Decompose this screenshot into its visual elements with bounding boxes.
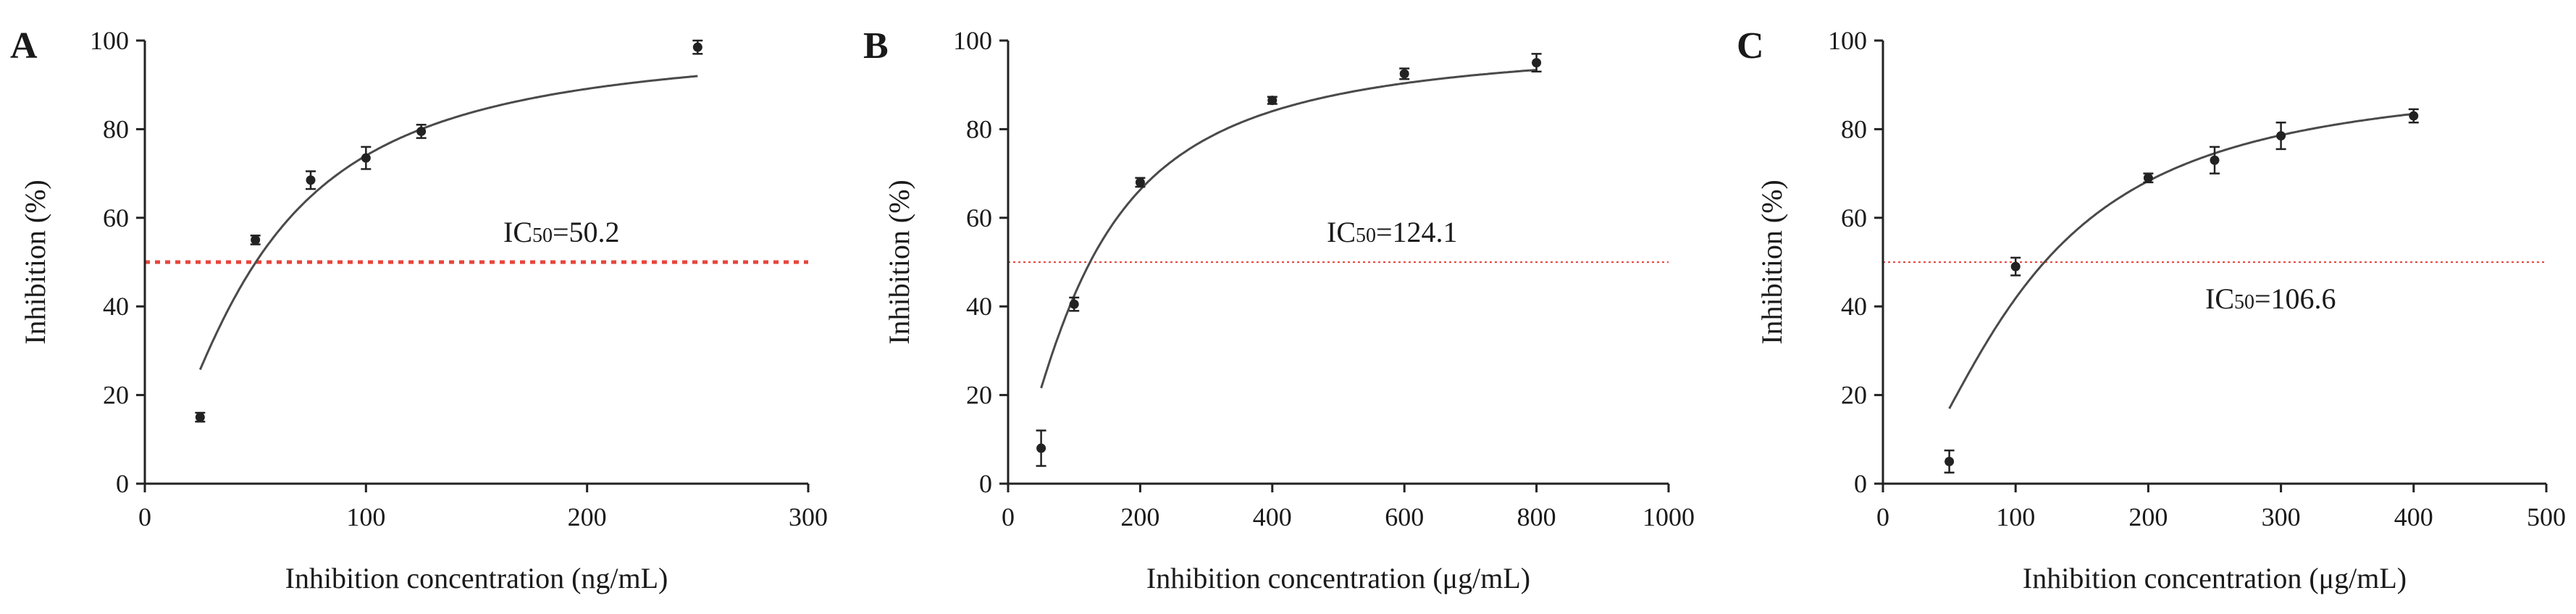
data-point — [692, 42, 702, 52]
data-point — [416, 126, 427, 136]
data-point — [1532, 58, 1542, 68]
x-axis-label: Inhibition concentration (μg/mL) — [1146, 562, 1530, 594]
panel-a: A 0 20 40 60 80 100 0 100 200 300 IC50=50.2 Inhib… — [10, 25, 828, 594]
data-point — [1069, 299, 1079, 309]
y-axis-label: Inhibition (%) — [883, 180, 915, 345]
x-tick-label: 0 — [138, 502, 151, 531]
y-tick-label: 80 — [1841, 114, 1867, 143]
panel-letter: C — [1737, 25, 1764, 67]
panel-c: C 0 20 40 60 80 100 0 100 200 300 400 500 IC50=106.… — [1737, 25, 2566, 594]
y-tick-label: 60 — [103, 203, 129, 232]
data-point — [1135, 177, 1145, 188]
panel-letter: A — [10, 25, 38, 67]
data-point — [1036, 443, 1046, 453]
y-tick-label: 20 — [1841, 381, 1867, 410]
x-tick-label: 100 — [1996, 502, 2035, 531]
data-point — [1944, 456, 1955, 466]
data-point — [2143, 173, 2153, 183]
panel-letter: B — [863, 25, 889, 67]
y-axis-label: Inhibition (%) — [19, 180, 51, 345]
y-tick-label: 80 — [966, 114, 992, 143]
ic50-label: IC50=50.2 — [503, 216, 620, 248]
ic50-label: IC50=124.1 — [1327, 216, 1458, 248]
x-tick-label: 200 — [2128, 502, 2168, 531]
ic50-label: IC50=106.6 — [2205, 282, 2336, 315]
data-point — [2010, 261, 2021, 272]
y-tick-label: 40 — [966, 292, 992, 321]
y-axis-label: Inhibition (%) — [1755, 180, 1788, 345]
data-point — [1267, 96, 1277, 106]
y-tick-label: 100 — [90, 26, 129, 55]
y-tick-label: 20 — [966, 381, 992, 410]
data-point — [2210, 155, 2220, 165]
x-tick-label: 100 — [346, 502, 385, 531]
data-point — [195, 412, 205, 422]
y-tick-label: 100 — [953, 26, 992, 55]
y-tick-label: 0 — [116, 469, 129, 498]
x-tick-label: 300 — [789, 502, 828, 531]
x-tick-label: 400 — [2394, 502, 2433, 531]
x-tick-label: 600 — [1385, 502, 1424, 531]
x-tick-label: 400 — [1253, 502, 1292, 531]
y-tick-label: 60 — [1841, 203, 1867, 232]
y-tick-label: 0 — [1854, 469, 1867, 498]
y-tick-label: 20 — [103, 381, 129, 410]
y-tick-label: 0 — [979, 469, 992, 498]
x-tick-label: 200 — [1120, 502, 1159, 531]
x-axis-label: Inhibition concentration (ng/mL) — [285, 562, 668, 594]
y-tick-label: 40 — [103, 292, 129, 321]
data-point — [2409, 111, 2419, 121]
x-tick-label: 0 — [1876, 502, 1889, 531]
x-tick-label: 200 — [568, 502, 607, 531]
data-point — [306, 175, 316, 185]
x-tick-label: 500 — [2527, 502, 2566, 531]
data-point — [361, 153, 371, 163]
y-tick-label: 100 — [1828, 26, 1867, 55]
y-tick-label: 60 — [966, 203, 992, 232]
fit-curve — [1948, 112, 2414, 410]
x-tick-label: 1000 — [1642, 502, 1695, 531]
data-point — [251, 235, 261, 245]
x-tick-label: 800 — [1517, 502, 1556, 531]
data-point — [1399, 69, 1409, 79]
x-tick-label: 0 — [1002, 502, 1015, 531]
fit-curve — [198, 75, 698, 371]
x-tick-label: 300 — [2262, 502, 2301, 531]
x-axis-label: Inhibition concentration (μg/mL) — [2023, 562, 2407, 594]
fit-curve — [1040, 69, 1537, 389]
y-tick-label: 40 — [1841, 292, 1867, 321]
data-point — [2276, 131, 2286, 141]
y-tick-label: 80 — [103, 114, 129, 143]
